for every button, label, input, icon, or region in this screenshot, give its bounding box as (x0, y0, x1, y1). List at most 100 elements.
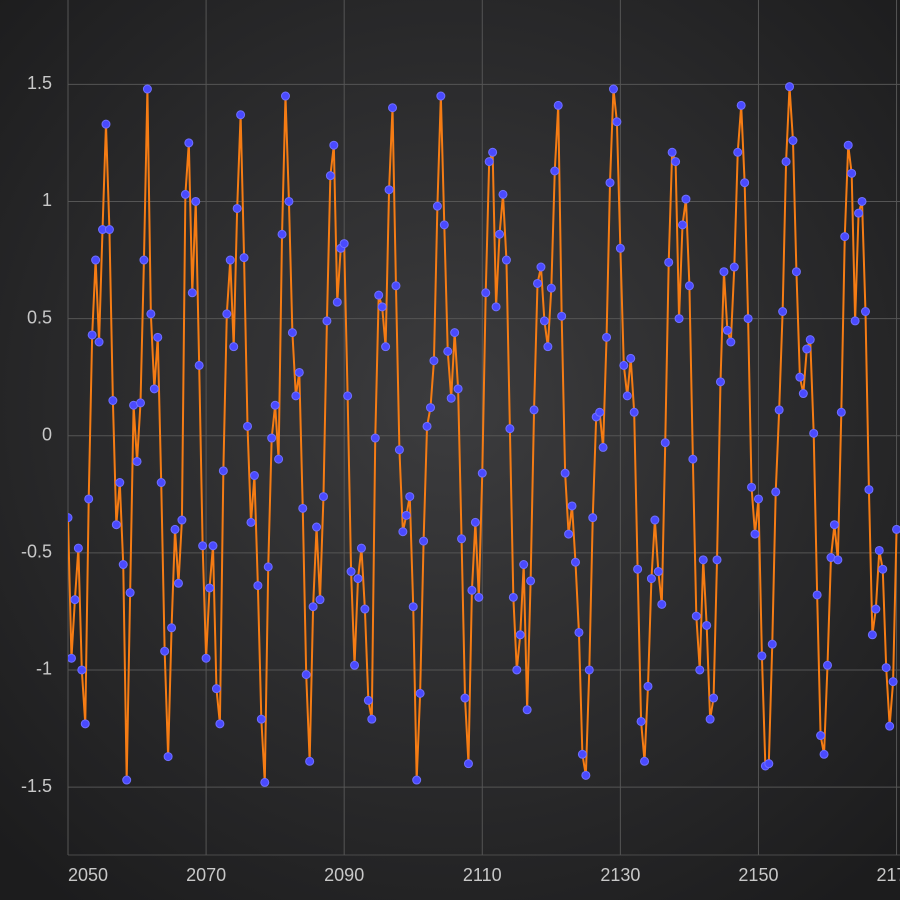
data-point (211, 684, 221, 694)
data-point (867, 630, 877, 640)
data-point (391, 281, 401, 291)
data-point (888, 677, 898, 687)
data-point (481, 288, 491, 298)
data-point (70, 595, 80, 605)
data-point (854, 208, 864, 218)
data-point (146, 309, 156, 319)
data-point (874, 545, 884, 555)
data-point (460, 693, 470, 703)
data-point (857, 196, 867, 206)
data-point (526, 576, 536, 586)
data-point (225, 255, 235, 265)
data-point (167, 623, 177, 633)
data-point (678, 220, 688, 230)
data-point (522, 705, 532, 715)
x-tick-label: 2090 (324, 865, 364, 885)
data-point (187, 288, 197, 298)
data-point (191, 196, 201, 206)
data-point (743, 314, 753, 324)
data-point (702, 620, 712, 630)
data-point (764, 759, 774, 769)
data-point (388, 103, 398, 113)
data-point (474, 592, 484, 602)
data-point (277, 229, 287, 239)
data-point (149, 384, 159, 394)
data-point (91, 255, 101, 265)
data-point (729, 262, 739, 272)
data-point (201, 653, 211, 663)
data-point (577, 749, 587, 759)
data-point (843, 140, 853, 150)
data-point (329, 140, 339, 150)
data-point (450, 328, 460, 338)
data-point (429, 356, 439, 366)
data-point (294, 367, 304, 377)
data-point (484, 157, 494, 167)
data-point (567, 501, 577, 511)
data-point (885, 721, 895, 731)
data-point (740, 178, 750, 188)
data-point (498, 189, 508, 199)
data-point (208, 541, 218, 551)
data-point (615, 243, 625, 253)
data-point (543, 342, 553, 352)
data-point (256, 714, 266, 724)
data-point (667, 147, 677, 157)
x-tick-label: 2110 (463, 865, 502, 885)
data-point (222, 309, 232, 319)
data-point (719, 267, 729, 277)
data-point (115, 478, 125, 488)
data-point (605, 178, 615, 188)
data-point (253, 581, 263, 591)
data-point (68, 513, 73, 523)
data-point (353, 574, 363, 584)
data-point (308, 602, 318, 612)
data-point (553, 100, 563, 110)
x-tick-label: 2130 (600, 865, 640, 885)
data-point (267, 433, 277, 443)
data-point (788, 136, 798, 146)
data-point (588, 513, 598, 523)
data-point (467, 585, 477, 595)
data-point (878, 564, 888, 574)
data-point (263, 562, 273, 572)
data-point (405, 492, 415, 502)
data-point (753, 494, 763, 504)
data-point (194, 360, 204, 370)
data-point (419, 536, 429, 546)
data-point (657, 599, 667, 609)
data-point (370, 433, 380, 443)
data-point (363, 695, 373, 705)
data-point (249, 471, 259, 481)
data-point (781, 157, 791, 167)
data-point (636, 716, 646, 726)
data-point (560, 468, 570, 478)
data-point (156, 478, 166, 488)
data-point (698, 555, 708, 565)
data-point (812, 590, 822, 600)
y-tick-label: -1.5 (21, 776, 52, 796)
data-point (218, 466, 228, 476)
data-point (108, 396, 118, 406)
data-point (798, 389, 808, 399)
data-point (491, 302, 501, 312)
data-point (412, 775, 422, 785)
data-point (173, 578, 183, 588)
data-point (550, 166, 560, 176)
data-point (339, 239, 349, 249)
data-point (643, 681, 653, 691)
data-point (163, 752, 173, 762)
data-point (715, 377, 725, 387)
data-point (809, 428, 819, 438)
data-point (205, 583, 215, 593)
data-point (557, 311, 567, 321)
data-point (778, 307, 788, 317)
data-point (470, 517, 480, 527)
data-point (684, 281, 694, 291)
data-point (356, 543, 366, 553)
data-point (515, 630, 525, 640)
data-point (439, 220, 449, 230)
data-point (246, 517, 256, 527)
data-point (343, 391, 353, 401)
data-point (305, 756, 315, 766)
